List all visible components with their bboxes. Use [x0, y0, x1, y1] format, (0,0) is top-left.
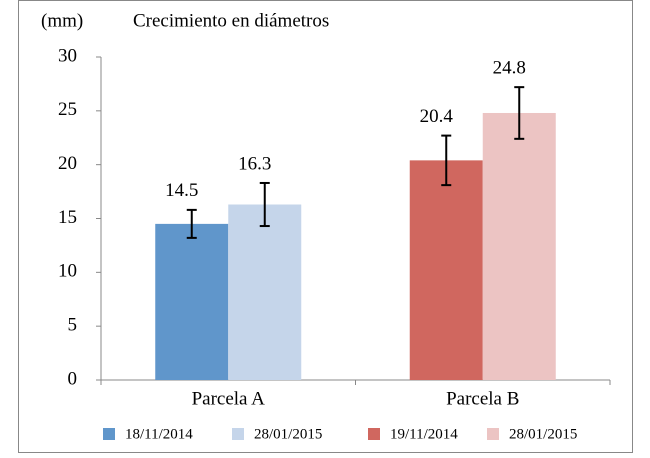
- y-tick-label: 20: [58, 153, 77, 174]
- chart-title: Crecimiento en diámetros: [133, 10, 329, 31]
- legend-swatch: [232, 428, 244, 440]
- error-bar: [441, 134, 452, 187]
- legend-label leg: 18/11/2014: [125, 426, 193, 442]
- x-tick-label: Parcela A: [192, 388, 266, 409]
- bar: [155, 223, 229, 380]
- data-label: 20.4: [420, 106, 454, 127]
- error-bar: [186, 208, 197, 239]
- data-label: 16.3: [238, 153, 271, 174]
- y-axis-label: (mm): [41, 10, 83, 31]
- legend-label leg: 28/01/2015: [254, 426, 322, 442]
- y-tick-label: 30: [58, 45, 77, 66]
- data-label: 14.5: [165, 180, 198, 201]
- legend-swatch: [487, 428, 499, 440]
- y-tick-label: 10: [58, 261, 77, 282]
- legend-swatch: [368, 428, 380, 440]
- legend-label leg: 28/01/2015: [509, 426, 577, 442]
- legend-swatch: [103, 428, 115, 440]
- x-tick-label: Parcela B: [446, 388, 519, 409]
- error-bar: [259, 181, 270, 228]
- legend-label leg: 19/11/2014: [390, 426, 458, 442]
- data-label: 24.8: [493, 58, 526, 79]
- bar: [482, 112, 556, 380]
- bar: [228, 204, 302, 380]
- bar: [409, 160, 483, 380]
- y-tick-label: 5: [68, 315, 78, 336]
- y-tick-label: 0: [68, 368, 78, 389]
- y-tick-label: 25: [58, 99, 77, 120]
- y-tick-label: 15: [58, 207, 77, 228]
- error-bar: [514, 86, 525, 140]
